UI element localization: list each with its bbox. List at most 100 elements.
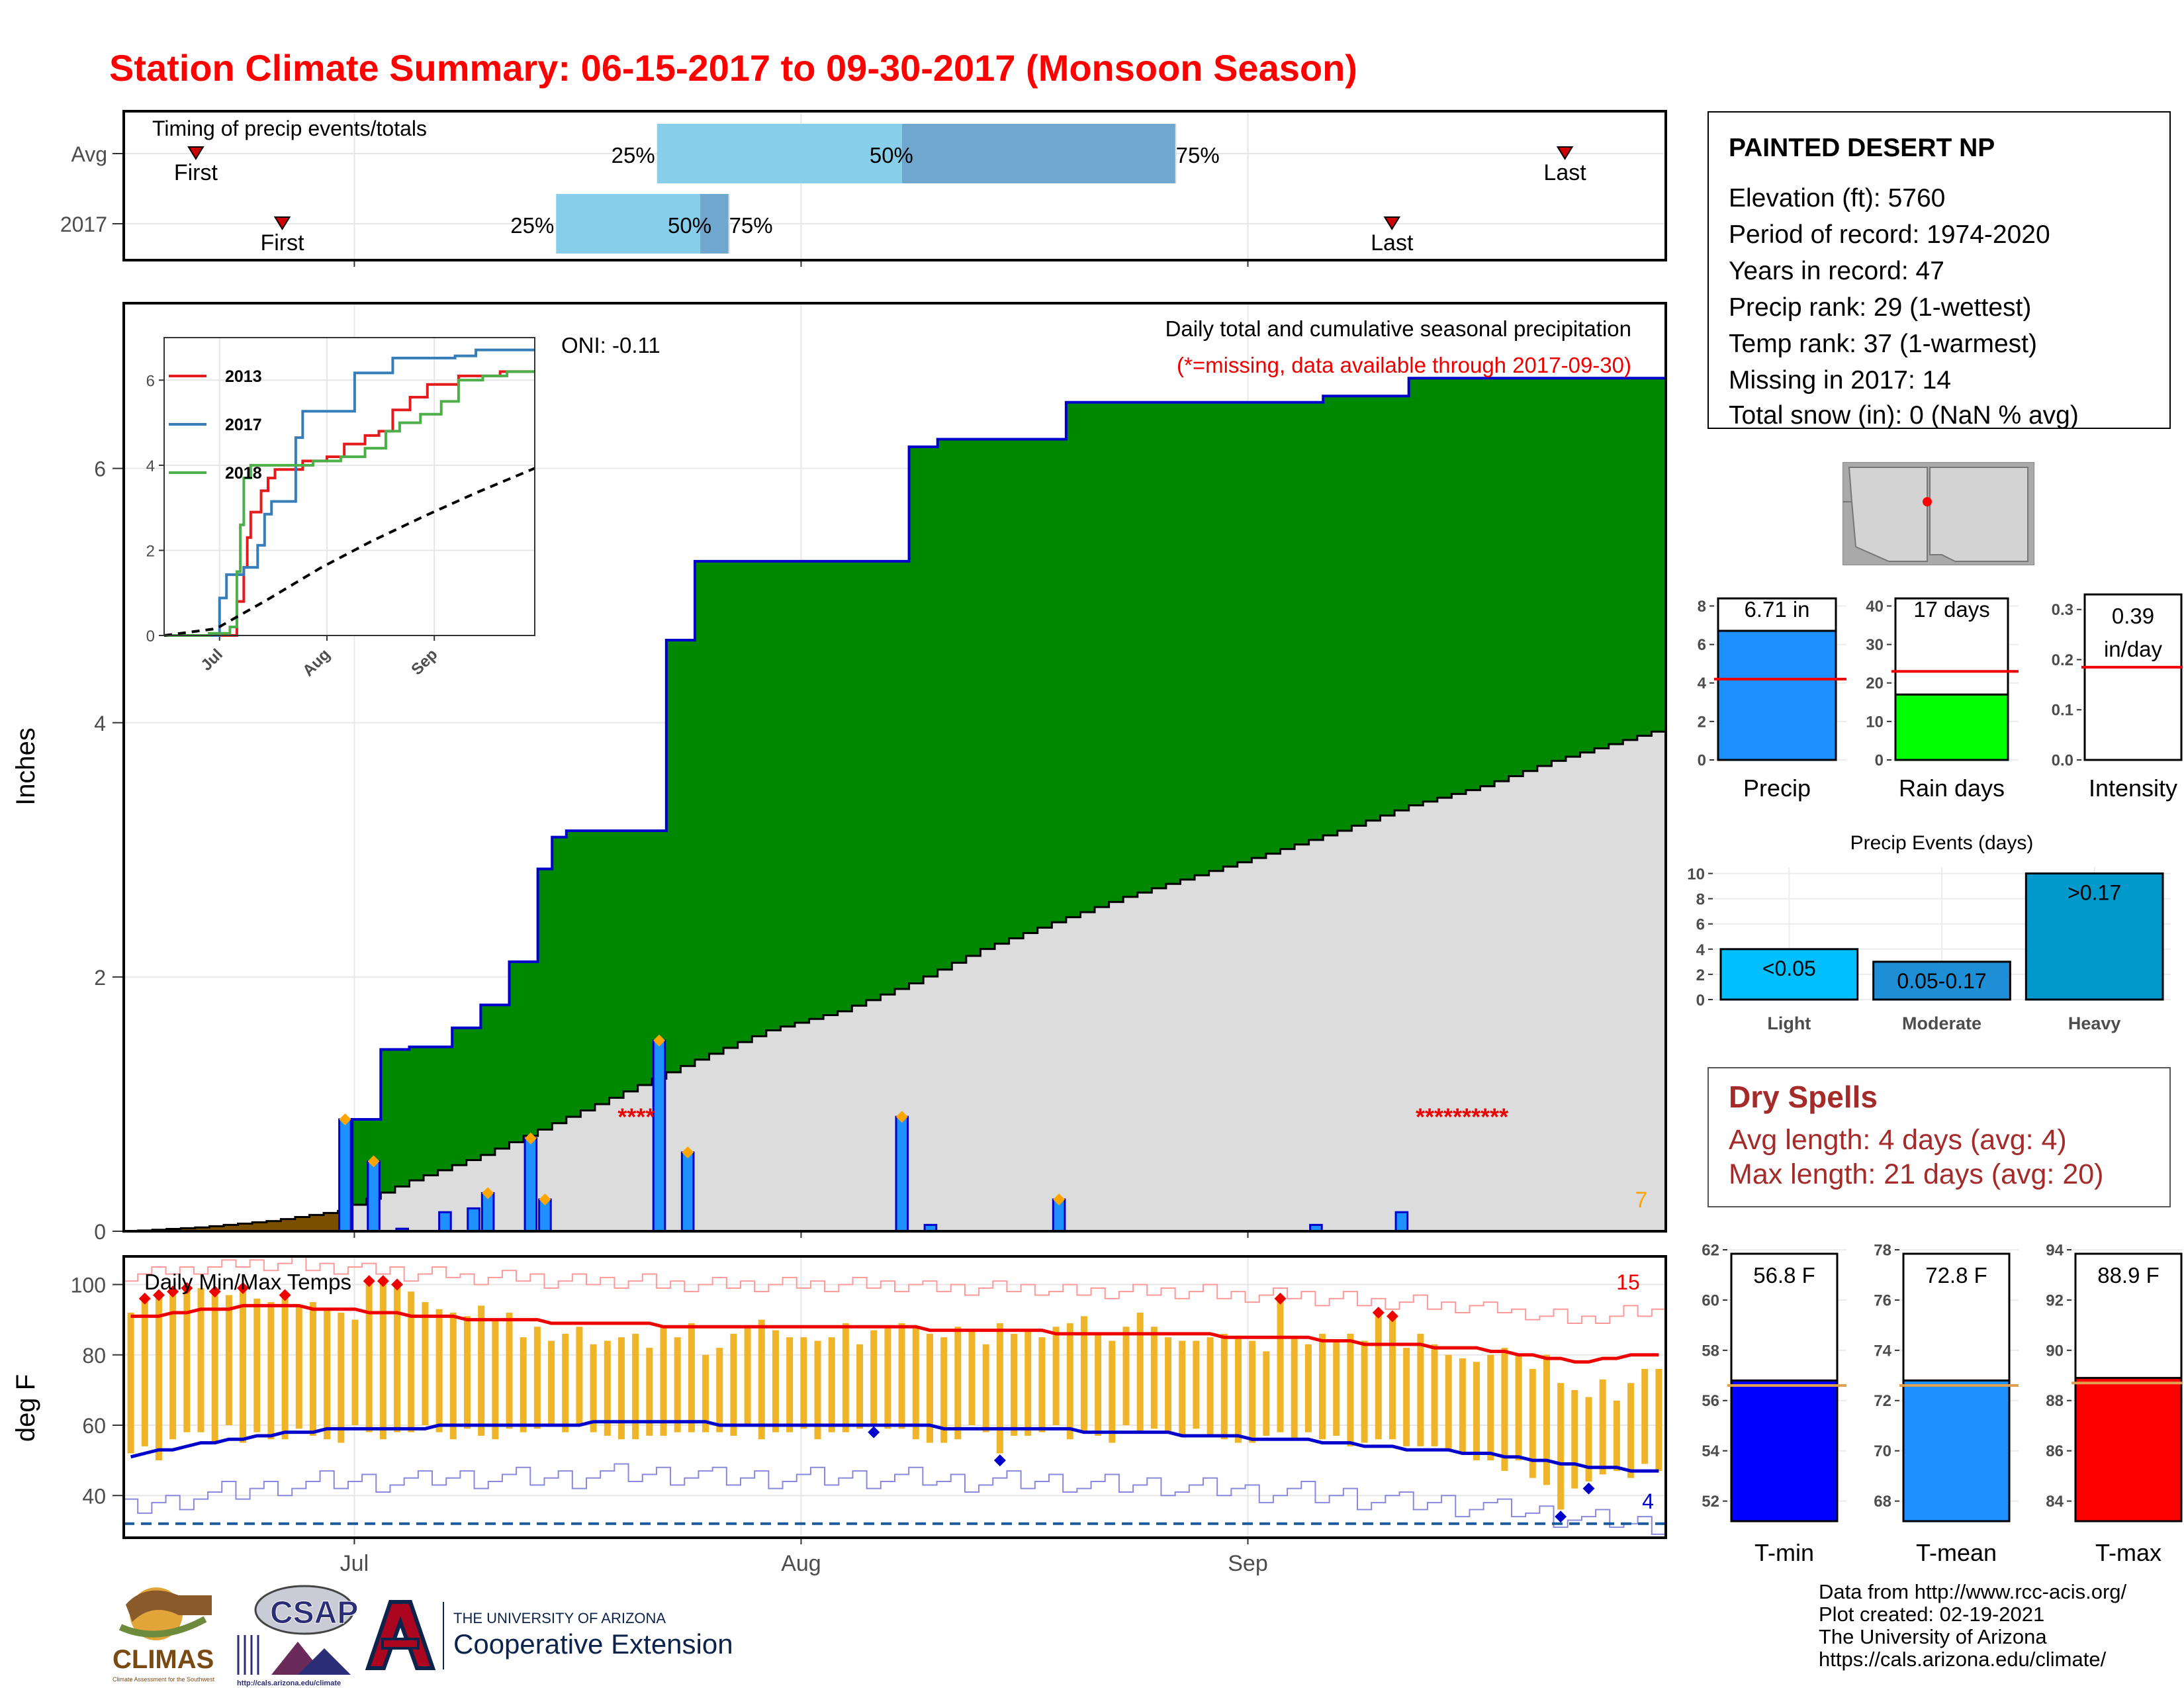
timing-q2-bar	[700, 194, 729, 254]
timing-last-label: Last	[1371, 230, 1414, 256]
dry-spells-avg: Avg length: 4 days (avg: 4)	[1729, 1124, 2067, 1156]
temps-daily-range	[996, 1323, 1003, 1454]
temps-daily-range	[772, 1330, 779, 1432]
rain-days-category-label: Rain days	[1899, 774, 2005, 802]
tmax-chart: 84 86 88 90 92 94 88.9 F T-max	[2046, 1241, 2183, 1566]
temps-daily-range	[548, 1340, 555, 1425]
temps-daily-range	[1388, 1316, 1396, 1440]
events-category-label: Light	[1767, 1013, 1811, 1033]
temps-daily-range	[1291, 1337, 1298, 1440]
tmean-y-tick-label: 74	[1874, 1342, 1891, 1360]
tmin-value-label: 56.8 F	[1753, 1263, 1815, 1288]
temps-daily-range	[617, 1337, 625, 1440]
temps-daily-range	[716, 1348, 723, 1432]
temps-daily-range	[1543, 1354, 1550, 1485]
temps-daily-range	[1136, 1313, 1144, 1432]
logos: CLIMAS Climate Assessment for the Southw…	[113, 1585, 733, 1687]
tmax-value-label: 88.9 F	[2097, 1263, 2160, 1288]
temps-daily-range	[281, 1295, 289, 1440]
temps-daily-range	[1150, 1327, 1158, 1429]
temps-record-high-marker	[138, 1292, 151, 1305]
timing-title: Timing of precip events/totals	[152, 117, 427, 140]
precip-daily-bar	[523, 1137, 538, 1233]
timing-first-label: First	[260, 230, 304, 256]
tmean-y-tick-label: 78	[1874, 1241, 1891, 1259]
timing-first-marker	[273, 216, 291, 230]
temps-daily-range	[744, 1327, 751, 1425]
precip-total-chart: 0 2 4 6 8 6.71 in Precip	[1698, 594, 1846, 802]
temps-daily-range	[1445, 1354, 1452, 1450]
rain-days-value-label: 17 days	[1913, 597, 1990, 622]
temps-daily-range	[267, 1302, 275, 1440]
temps-daily-range	[520, 1337, 527, 1432]
intensity-bar	[2083, 593, 2183, 761]
temps-daily-range	[141, 1298, 148, 1446]
precip-y-tick-label: 4	[94, 712, 106, 735]
intensity-y-tick-label: 0.0	[2052, 751, 2073, 769]
timing-p50-label: 50%	[870, 143, 913, 167]
tmin-y-tick-label: 62	[1702, 1241, 1719, 1259]
temps-record-low-marker	[1555, 1511, 1567, 1523]
temps-daily-range	[828, 1337, 835, 1432]
temps-daily-range	[1347, 1333, 1354, 1446]
timing-chart: Avg 25% 50% 75% First Last 2017 25% 50% 75% First L…	[60, 110, 1667, 267]
dry-spells-box: Dry Spells Avg length: 4 days (avg: 4) M…	[1707, 1067, 2171, 1207]
credit-url: https://cals.arizona.edu/climate/	[1819, 1648, 2107, 1671]
temps-daily-range	[1165, 1337, 1172, 1432]
temps-daily-range	[225, 1295, 232, 1425]
tmin-bar-frame	[1730, 1252, 1839, 1382]
precip-daily-marker	[1053, 1193, 1066, 1205]
tmax-bar-frame	[2074, 1252, 2183, 1380]
precip-daily-bar	[338, 1118, 352, 1233]
tmin-y-tick-label: 60	[1702, 1291, 1719, 1309]
inset-y-tick-label: 6	[146, 372, 155, 390]
tmax-bar	[2074, 1377, 2183, 1523]
temps-daily-range	[1319, 1333, 1326, 1440]
temps-daily-range	[1249, 1340, 1256, 1443]
timing-q1-bar	[556, 194, 701, 254]
temps-daily-range	[1095, 1333, 1102, 1436]
timing-first-label: First	[174, 160, 218, 185]
temps-y-tick-label: 100	[71, 1274, 106, 1297]
temps-x-tick-label: Jul	[340, 1551, 369, 1576]
temps-daily-range	[449, 1313, 457, 1440]
timing-plot-border	[122, 110, 1667, 261]
credit-plot-created: Plot created: 02-19-2021	[1819, 1603, 2045, 1626]
rain-days-bar	[1894, 693, 2009, 761]
temps-daily-range	[379, 1281, 387, 1440]
temps-daily-range	[1220, 1333, 1228, 1440]
precip-avg-area	[124, 731, 1666, 1231]
oni-label: ONI: -0.11	[561, 333, 660, 357]
timing-last-label: Last	[1543, 160, 1586, 185]
temps-daily-range	[1627, 1383, 1635, 1478]
rain-days-y-tick-label: 20	[1866, 675, 1884, 692]
inset-series-line	[164, 370, 535, 637]
precip-daily-marker	[682, 1146, 694, 1158]
temps-x-tick-label: Sep	[1228, 1551, 1268, 1576]
intensity-y-tick-label: 0.2	[2052, 651, 2073, 669]
temps-daily-range	[660, 1327, 667, 1436]
precip-y-tick-label: 0	[94, 1220, 106, 1244]
temps-daily-range	[197, 1288, 205, 1432]
precip-events-chart: Precip Events (days) 0 2 4 6 8 10 <0.05 Light 0.0…	[1687, 832, 2171, 1033]
temps-daily-range	[1431, 1344, 1438, 1446]
temps-daily-range	[533, 1327, 541, 1429]
timing-p50-label: 50%	[668, 213, 711, 238]
precip-y-tick-label: 2	[94, 966, 106, 990]
station-info-box: PAINTED DESERT NP Elevation (ft): 5760 P…	[1707, 111, 2171, 430]
temps-daily-range	[1024, 1330, 1032, 1436]
temps-daily-range	[758, 1319, 765, 1440]
temps-daily-range	[1529, 1369, 1536, 1478]
temps-daily-range	[1459, 1358, 1466, 1454]
timing-last-marker	[1383, 216, 1401, 230]
precip-daily-bar	[467, 1207, 480, 1233]
temps-daily-range	[1571, 1389, 1578, 1489]
temps-record-high-marker	[377, 1275, 389, 1288]
inset-series-line	[164, 348, 535, 637]
temps-daily-range	[1487, 1354, 1494, 1461]
events-y-tick-label: 4	[1696, 941, 1706, 959]
temps-daily-range	[786, 1337, 794, 1432]
csap-logo-text: CSAP	[270, 1595, 358, 1630]
timing-q2-bar	[901, 124, 1176, 183]
